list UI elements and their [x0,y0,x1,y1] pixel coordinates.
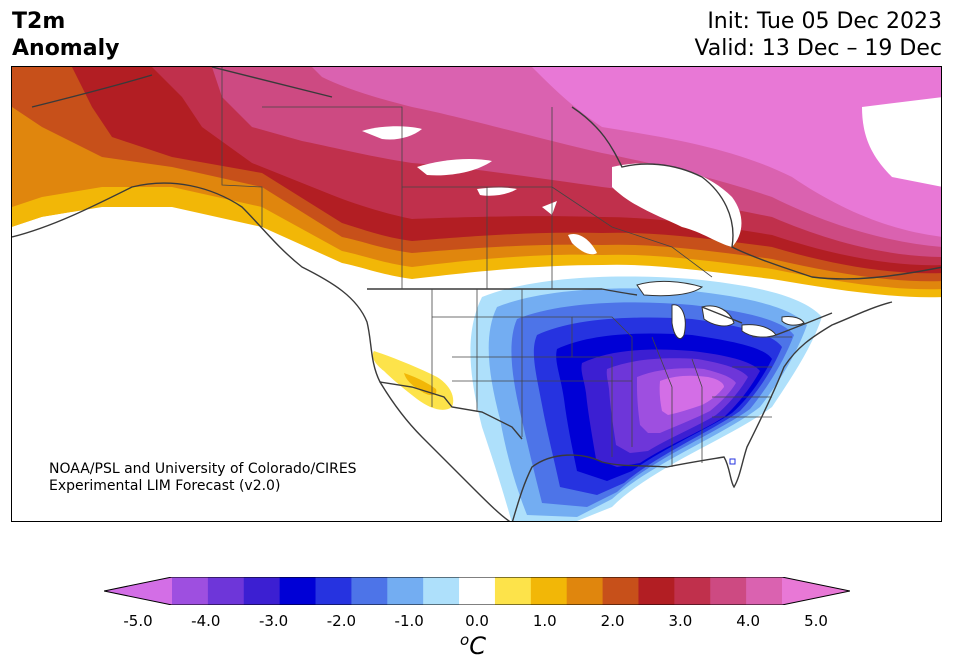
title-line-1: T2m [12,9,66,34]
colorbar-extend-low [104,577,172,605]
southwest-warm-anomaly [372,351,454,410]
warm-anomaly-contours [12,67,941,298]
unit-label: oC [460,631,486,660]
colorbar-segment [315,577,352,605]
colorbar-tick-label: -5.0 [123,612,153,630]
us-canada-border [367,288,833,336]
colorbar-tick-label: 5.0 [804,612,828,630]
coastline-north [31,67,941,280]
map-canvas [12,67,941,521]
colorbar-segment [243,577,281,605]
colorbar-tick-label: -3.0 [258,612,289,630]
state-province-borders [221,67,792,467]
credit-line-2: Experimental LIM Forecast (v2.0) [49,478,281,494]
colorbar-segment [530,577,568,605]
canadian-lakes [362,126,597,255]
colorbar-segment [172,577,209,605]
hudson-bay [612,163,742,247]
colorbar-segment [602,577,639,605]
colorbar-tick-label: 1.0 [532,612,557,630]
coastline-west [12,182,511,521]
colorbar-tick-label: 2.0 [600,612,625,630]
colorbar-segment [674,577,711,605]
forecast-dates: Init: Tue 05 Dec 2023 Valid: 13 Dec – 19… [694,8,942,62]
colorbar-tick-label: -4.0 [191,612,221,630]
colorbar-segment [494,577,532,605]
credit-line-1: NOAA/PSL and University of Colorado/CIRE… [49,461,357,477]
unit-base: C [469,632,486,660]
colorbar-segment [459,577,496,605]
colorbar-tick-label: 0.0 [465,612,489,630]
unit-superscript: o [460,631,470,649]
colorbar-segments [104,577,850,605]
colorbar-segment [387,577,424,605]
florida-spot [729,458,736,465]
us-mexico-border [379,381,523,440]
colorbar-extend-high [782,577,850,605]
colorbar-tick-label: 4.0 [736,612,761,630]
credit-text: NOAA/PSL and University of Colorado/CIRE… [49,461,357,495]
colorbar-segment [746,577,783,605]
colorbar-segment [566,577,604,605]
anomaly-map [11,66,942,522]
valid-range: Valid: 13 Dec – 19 Dec [694,36,942,61]
colorbar-segment [207,577,245,605]
colorbar-segment [423,577,460,605]
title-line-2: Anomaly [12,36,120,61]
colorbar-segment [638,577,675,605]
cool-anomaly-contours [470,276,822,521]
colorbar-tick-label: 3.0 [668,612,693,630]
colorbar-segment [279,577,317,605]
great-lakes [636,280,805,339]
coastline-gulf [511,301,893,521]
water-bodies [12,97,941,247]
colorbar-tick-label: -2.0 [326,612,357,630]
colorbar [104,577,850,605]
map-title: T2m Anomaly [12,8,119,62]
boundaries [12,67,941,521]
colorbar-segment [351,577,388,605]
colorbar-tick-label: -1.0 [394,612,424,630]
init-date: Init: Tue 05 Dec 2023 [707,9,942,34]
colorbar-segment [710,577,747,605]
